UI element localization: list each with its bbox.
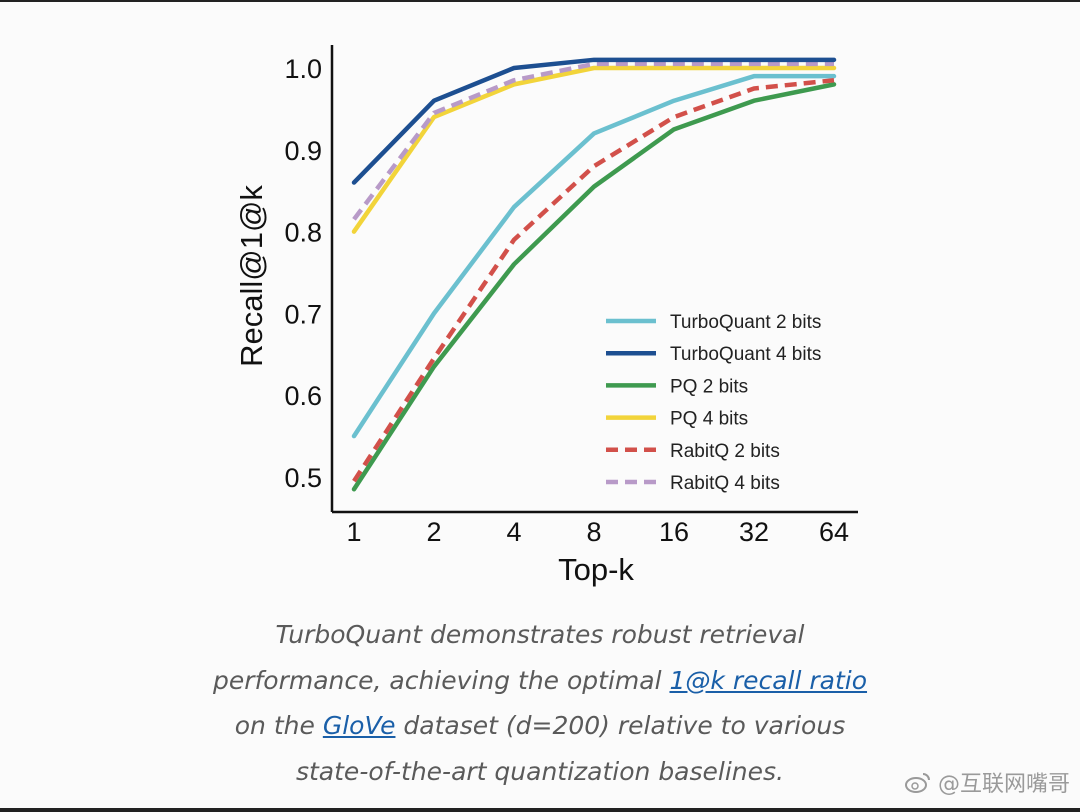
legend-label: TurboQuant 4 bits bbox=[670, 344, 821, 365]
x-tick-label: 2 bbox=[426, 517, 441, 547]
y-axis-label: Recall@1@k bbox=[234, 185, 269, 367]
x-tick-label: 32 bbox=[739, 517, 769, 547]
recall-chart: 0.5 0.6 0.7 0.8 0.9 1.0 1 2 4 8 16 32 64 TurboQuant… bbox=[234, 45, 858, 587]
caption-line-2-text: performance, achieving the optimal bbox=[212, 665, 670, 695]
caption-line-2: performance, achieving the optimal 1@k r… bbox=[140, 658, 940, 704]
x-tick-label: 4 bbox=[506, 517, 521, 547]
caption-line-3: on the GloVe dataset (d=200) relative to… bbox=[140, 703, 940, 749]
caption-line-1: TurboQuant demonstrates robust retrieval bbox=[275, 620, 805, 649]
series-lines bbox=[351, 57, 837, 492]
legend-label: TurboQuant 2 bits bbox=[670, 312, 821, 333]
y-tick-label: 0.7 bbox=[284, 299, 322, 329]
legend-label: RabitQ 2 bits bbox=[670, 441, 780, 462]
y-tick-label: 0.6 bbox=[284, 381, 322, 411]
glove-link[interactable]: GloVe bbox=[322, 711, 396, 740]
series-line-turboquant-4-bits bbox=[351, 57, 837, 185]
watermark-text: @互联网嘴哥 bbox=[937, 772, 1070, 797]
legend-label: RabitQ 4 bits bbox=[670, 473, 780, 494]
x-tick-label: 64 bbox=[819, 517, 849, 547]
legend-label: PQ 2 bits bbox=[670, 376, 748, 397]
chart-axes bbox=[330, 45, 858, 514]
series-line-rabitq-4-bits bbox=[352, 61, 834, 221]
caption-line-3-pre: on the bbox=[234, 711, 323, 740]
x-tick-labels: 1 2 4 8 16 32 64 bbox=[346, 517, 849, 547]
y-tick-label: 1.0 bbox=[284, 54, 322, 84]
legend-label: PQ 4 bits bbox=[670, 409, 748, 430]
bottom-border bbox=[0, 808, 1080, 812]
caption-line-4: state-of-the-art quantization baselines. bbox=[295, 756, 784, 786]
y-tick-label: 0.9 bbox=[284, 136, 322, 166]
weibo-icon bbox=[904, 773, 930, 793]
x-tick-label: 16 bbox=[659, 517, 689, 547]
x-axis-label: Top-k bbox=[558, 552, 634, 587]
x-tick-label: 1 bbox=[346, 517, 361, 547]
chart-legend: TurboQuant 2 bits TurboQuant 4 bits PQ 2 b… bbox=[606, 312, 821, 494]
y-tick-label: 0.8 bbox=[284, 218, 322, 248]
x-tick-label: 8 bbox=[586, 517, 601, 547]
series-line-pq-2-bits bbox=[351, 82, 837, 492]
watermark: @互联网嘴哥 bbox=[904, 766, 1070, 798]
y-tick-label: 0.5 bbox=[284, 463, 322, 493]
y-tick-labels: 0.5 0.6 0.7 0.8 0.9 1.0 bbox=[284, 54, 322, 493]
figure-caption: TurboQuant demonstrates robust retrieval… bbox=[140, 612, 940, 794]
caption-line-3-post: dataset (d=200) relative to various bbox=[395, 711, 846, 740]
series-line-rabitq-2-bits bbox=[352, 78, 835, 483]
series-line-pq-4-bits bbox=[351, 65, 837, 234]
recall-ratio-link[interactable]: 1@k recall ratio bbox=[669, 665, 868, 695]
top-border bbox=[0, 0, 1080, 2]
series-line-turboquant-2-bits bbox=[351, 73, 837, 439]
